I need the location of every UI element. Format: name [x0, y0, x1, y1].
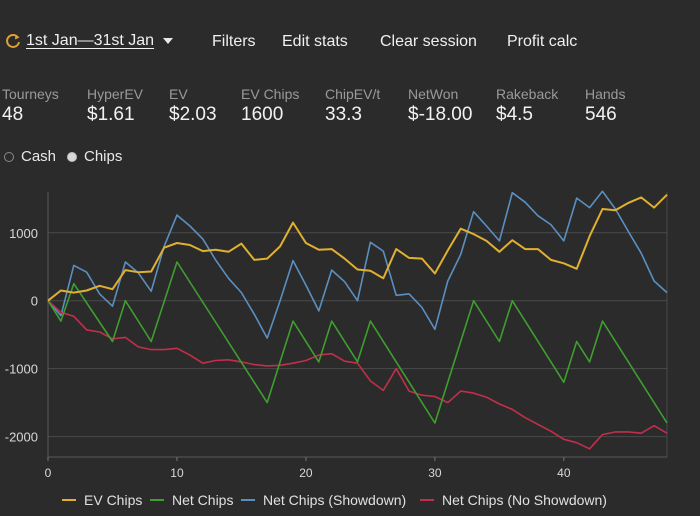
stat-name: NetWon: [408, 86, 459, 102]
stat-name: Rakeback: [496, 86, 559, 102]
stat-name: EV: [169, 86, 188, 102]
date-range-label: 1st Jan—31st Jan: [26, 32, 155, 49]
stat-hands: Hands 546: [585, 86, 625, 126]
chips-radio-label: Chips: [84, 148, 123, 165]
radio-circle[interactable]: [4, 151, 14, 162]
legend-ev-chips[interactable]: EV Chips: [62, 492, 142, 508]
stat-value: 48: [2, 104, 24, 125]
y-tick-label: 1000: [9, 226, 38, 241]
stat-name: ChipEV/t: [325, 86, 381, 102]
stat-rakeback: Rakeback $4.5: [496, 86, 558, 126]
profit-calc-button[interactable]: Profit calc: [507, 33, 578, 50]
legend-label: Net Chips: [172, 492, 234, 508]
stat-ev: EV $2.03: [169, 86, 217, 126]
stat-hyperev: HyperEV $1.61: [87, 86, 143, 126]
cash-radio[interactable]: Cash: [4, 148, 56, 165]
net-chips-no-showdown-line: [47, 300, 668, 450]
x-tick-label: 40: [557, 466, 571, 480]
x-tick-label: 30: [428, 466, 442, 480]
stat-name: HyperEV: [87, 86, 144, 102]
chips-radio[interactable]: Chips: [67, 148, 122, 165]
refresh-icon[interactable]: [4, 32, 22, 50]
legend-swatch: [150, 499, 164, 501]
stat-value: $-18.00: [408, 104, 473, 125]
legend-net-chips[interactable]: Net Chips: [150, 492, 233, 508]
edit-stats-button[interactable]: Edit stats: [282, 33, 348, 50]
net-chips-showdown-line: [47, 190, 668, 339]
legend-label: Net Chips (Showdown): [263, 492, 407, 508]
stats-bar: Tourneys 48 HyperEV $1.61 EV $2.03 EV Ch…: [0, 86, 700, 130]
chevron-down-icon: [163, 38, 174, 44]
clear-session-button[interactable]: Clear session: [380, 33, 477, 50]
stat-value: $2.03: [169, 104, 217, 125]
filters-button[interactable]: Filters: [212, 33, 256, 50]
chart-legend: EV Chips Net Chips Net Chips (Showdown) …: [0, 492, 700, 512]
cash-radio-label: Cash: [21, 148, 57, 165]
x-tick-label: 0: [45, 466, 52, 480]
stat-name: Tourneys: [2, 86, 59, 102]
x-tick-label: 20: [299, 466, 313, 480]
y-tick-label: 0: [31, 294, 38, 309]
legend-net-chips-no-showdown[interactable]: Net Chips (No Showdown): [420, 492, 607, 508]
stat-netwon: NetWon $-18.00: [408, 86, 472, 126]
stat-ev-chips: EV Chips 1600: [241, 86, 299, 126]
stat-value: $4.5: [496, 104, 533, 125]
legend-swatch: [241, 499, 255, 501]
legend-swatch: [62, 499, 76, 501]
toolbar: 1st Jan—31st Jan Filters Edit stats Clea…: [0, 0, 700, 84]
stat-name: EV Chips: [241, 86, 300, 102]
net-chips-line: [47, 261, 668, 424]
legend-label: EV Chips: [84, 492, 143, 508]
y-tick-label: -1000: [5, 362, 38, 377]
legend-label: Net Chips (No Showdown): [442, 492, 607, 508]
radio-circle[interactable]: [67, 151, 77, 162]
chips-chart: 1000 0 -1000 -2000 0 10 20 30 40: [5, 190, 668, 480]
x-tick-label: 10: [170, 466, 184, 480]
legend-swatch: [420, 499, 434, 501]
stat-value: 1600: [241, 104, 284, 125]
stat-tourneys: Tourneys 48: [2, 86, 59, 126]
stat-value: 546: [585, 104, 617, 125]
y-tick-label: -2000: [5, 430, 38, 445]
date-range-dropdown[interactable]: 1st Jan—31st Jan: [4, 32, 174, 50]
stat-chipev-per-t: ChipEV/t 33.3: [325, 86, 380, 126]
ev-chips-line: [47, 193, 668, 302]
stat-value: $1.61: [87, 104, 135, 125]
stat-name: Hands: [585, 86, 626, 102]
legend-net-chips-showdown[interactable]: Net Chips (Showdown): [241, 492, 406, 508]
stat-value: 33.3: [325, 104, 362, 125]
